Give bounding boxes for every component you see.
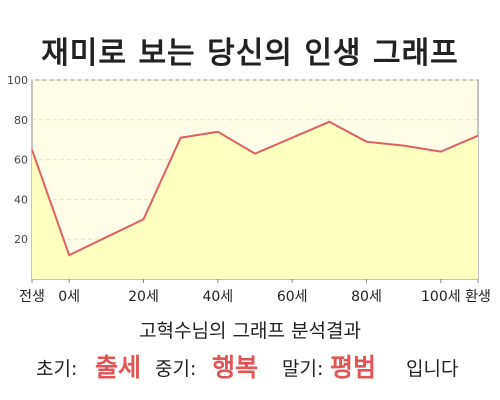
x-tick-label: 0세: [58, 289, 80, 305]
result-summary: 초기: 출세 중기: 행복 말기: 평범 입니다: [0, 348, 500, 382]
y-tick-label: 40: [14, 193, 28, 206]
x-axis-ticks: 전생 0세 20세 40세 60세 80세 100세 환생: [19, 279, 491, 305]
late-label: 말기:: [282, 358, 324, 380]
y-tick-label: 20: [14, 233, 28, 246]
x-tick-label: 60세: [277, 289, 308, 305]
mid-value: 행복: [212, 353, 259, 382]
late-value: 평범: [330, 353, 377, 382]
series-line: [31, 120, 479, 257]
y-tick-label: 80: [14, 114, 28, 127]
x-tick-label: 환생: [465, 289, 491, 305]
x-tick-label: 전생: [19, 289, 45, 305]
x-tick-label: 20세: [128, 289, 159, 305]
early-value: 출세: [95, 353, 142, 382]
y-tick-label: 100: [7, 74, 28, 87]
x-tick-label: 40세: [202, 289, 233, 305]
chart-title: 재미로 보는 당신의 인생 그래프: [41, 36, 459, 71]
y-axis-ticks: 20 40 60 80 100: [7, 74, 28, 246]
x-tick-label: 80세: [351, 289, 382, 305]
y-tick-label: 60: [14, 154, 28, 167]
series-area: [32, 121, 478, 279]
result-tail: 입니다: [406, 358, 459, 380]
x-tick-label: 100세: [421, 289, 461, 305]
early-label: 초기:: [36, 358, 78, 380]
life-graph-chart: 20 40 60 80 100 전생 0세 20세 40세 60세 80세 100세 환생: [7, 74, 491, 305]
mid-label: 중기:: [155, 358, 197, 380]
result-heading: 고혁수님의 그래프 분석결과: [139, 320, 361, 342]
